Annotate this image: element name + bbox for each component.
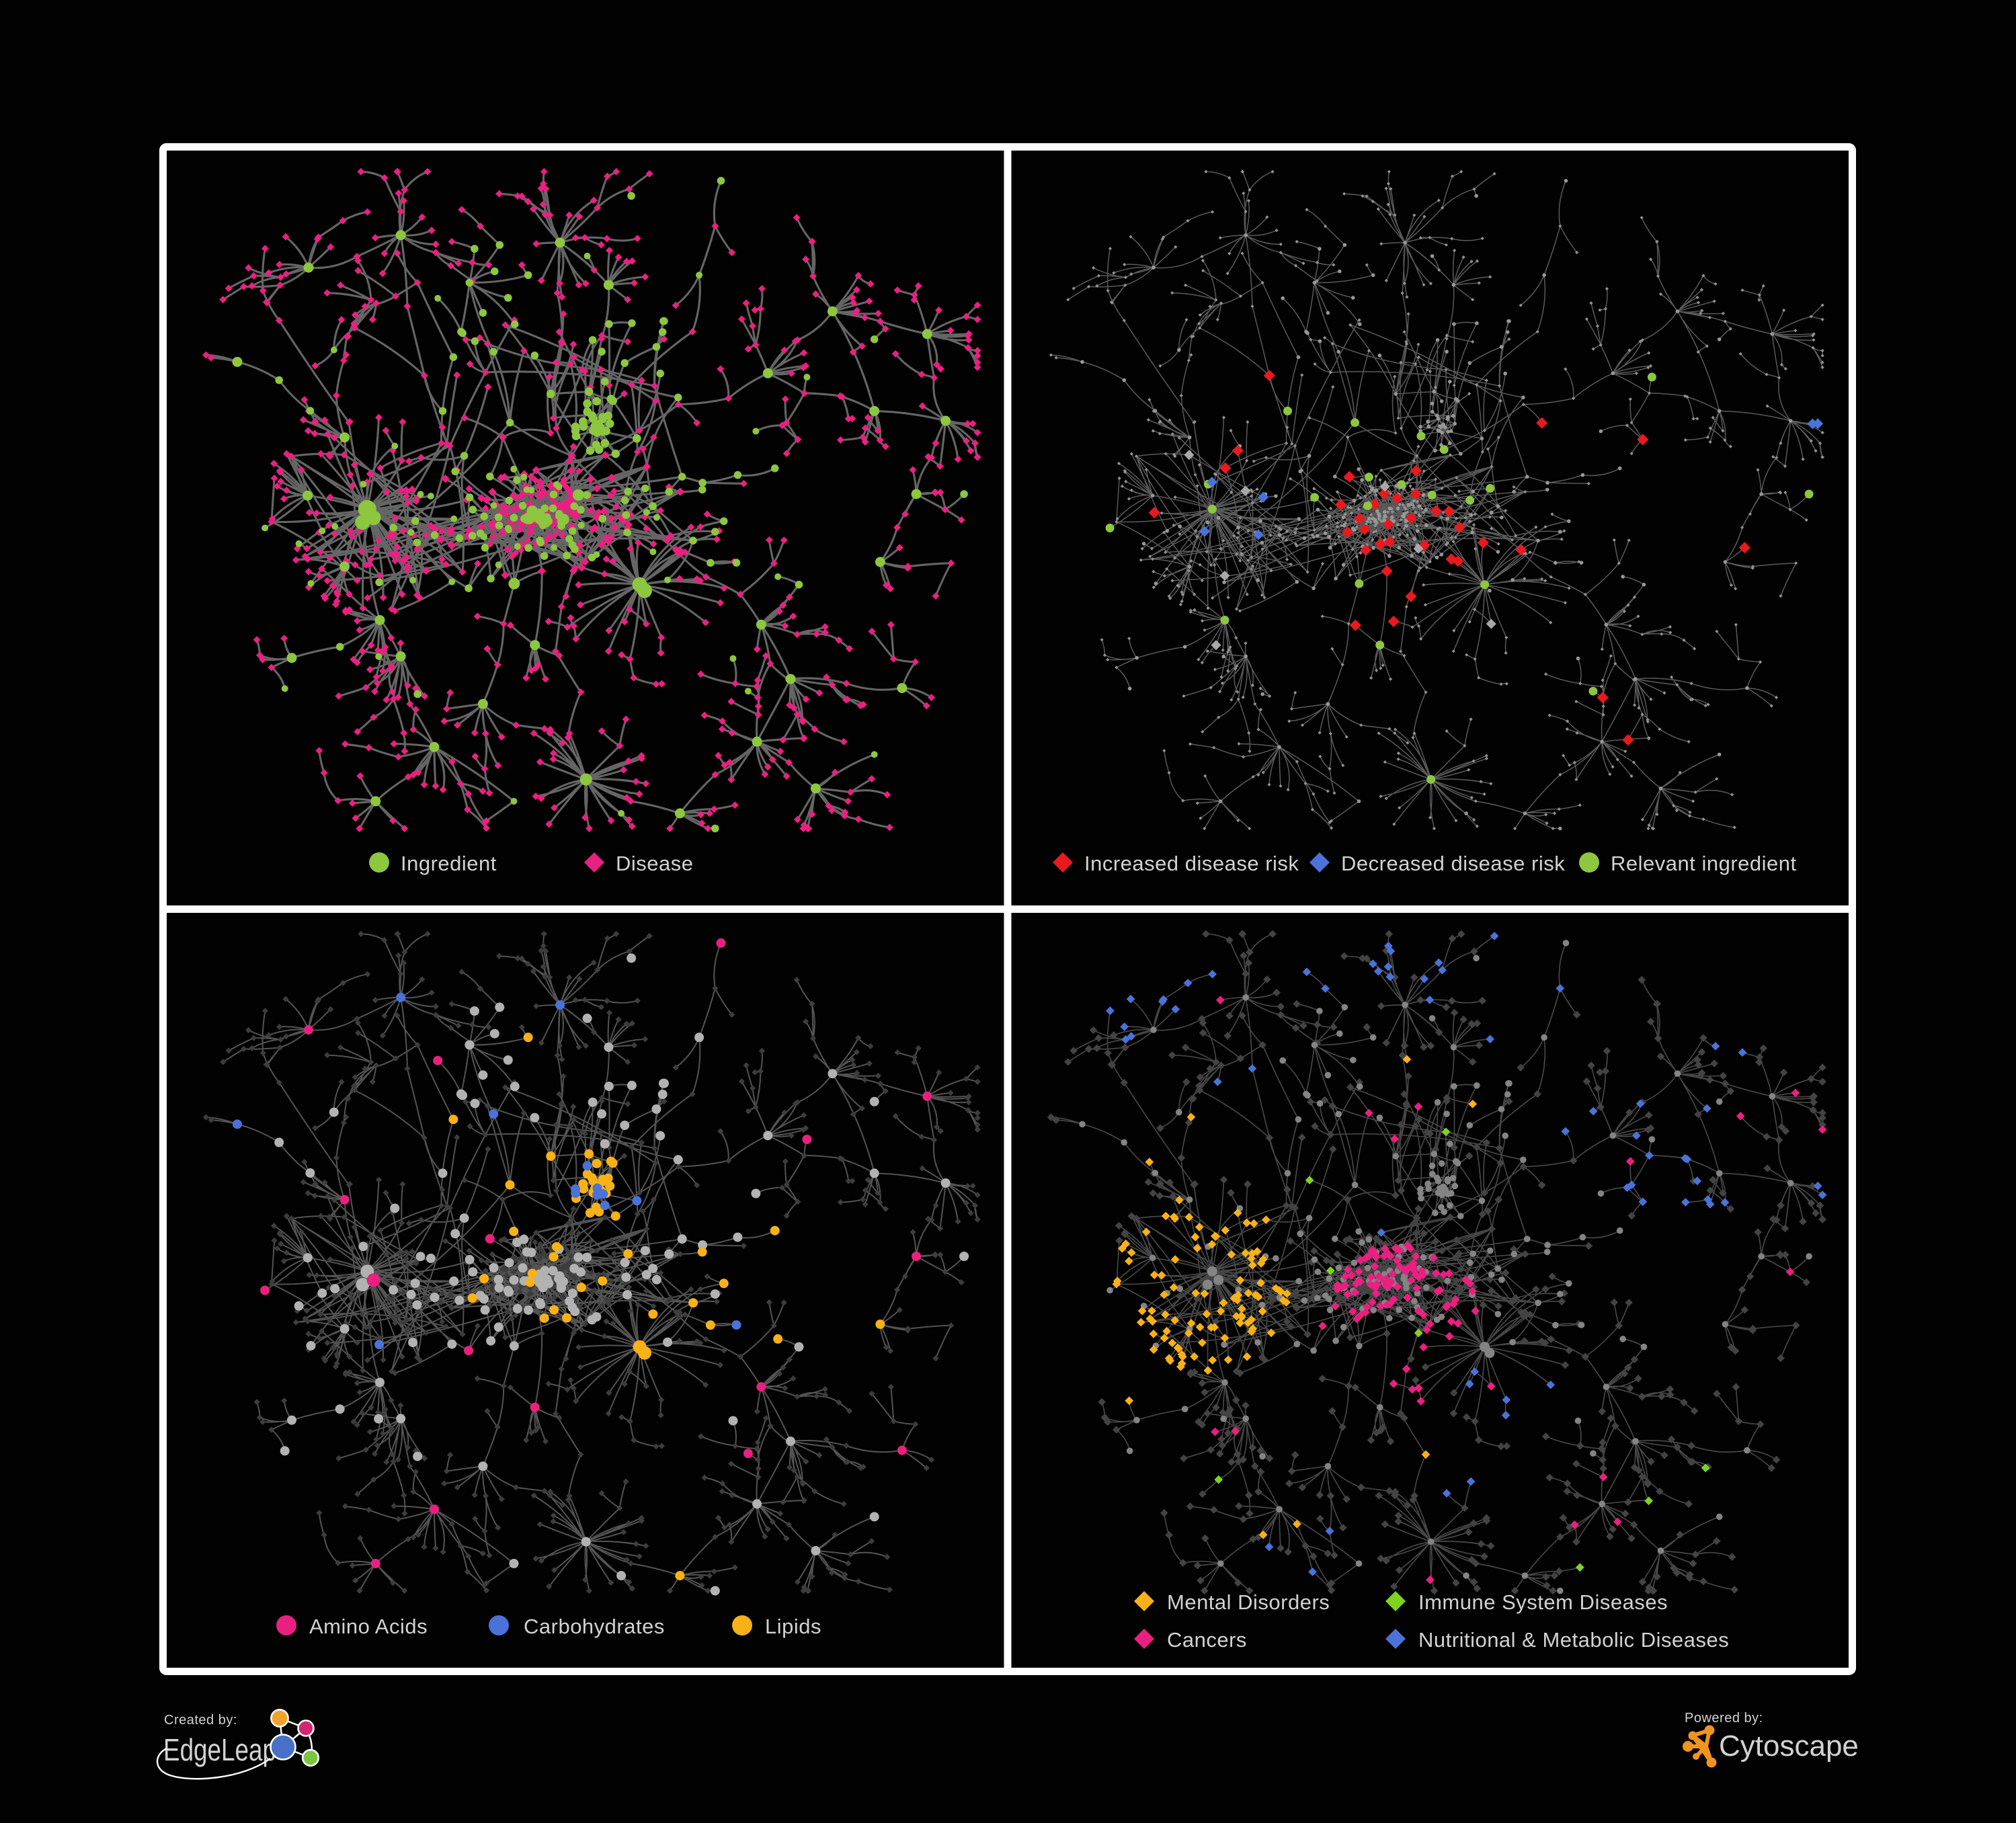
svg-text:Amino Acids: Amino Acids: [309, 1615, 428, 1638]
svg-text:Disease: Disease: [616, 852, 694, 875]
svg-text:Cytoscape: Cytoscape: [1719, 1730, 1859, 1763]
svg-text:Powered by:: Powered by:: [1685, 1711, 1763, 1726]
svg-text:Lipids: Lipids: [765, 1615, 821, 1638]
svg-text:Increased disease risk: Increased disease risk: [1084, 852, 1299, 875]
svg-text:Nutritional & Metabolic Diseas: Nutritional & Metabolic Diseases: [1418, 1628, 1729, 1652]
svg-text:Decreased disease risk: Decreased disease risk: [1341, 852, 1565, 875]
svg-text:EdgeLeap: EdgeLeap: [163, 1732, 276, 1767]
svg-text:Mental Disorders: Mental Disorders: [1167, 1590, 1330, 1614]
svg-text:Cancers: Cancers: [1167, 1628, 1247, 1652]
svg-text:Carbohydrates: Carbohydrates: [524, 1615, 665, 1638]
svg-text:Ingredient: Ingredient: [401, 852, 497, 875]
svg-text:Created by:: Created by:: [164, 1713, 237, 1728]
svg-text:Relevant ingredient: Relevant ingredient: [1611, 852, 1797, 875]
svg-text:Immune System Diseases: Immune System Diseases: [1418, 1590, 1668, 1614]
